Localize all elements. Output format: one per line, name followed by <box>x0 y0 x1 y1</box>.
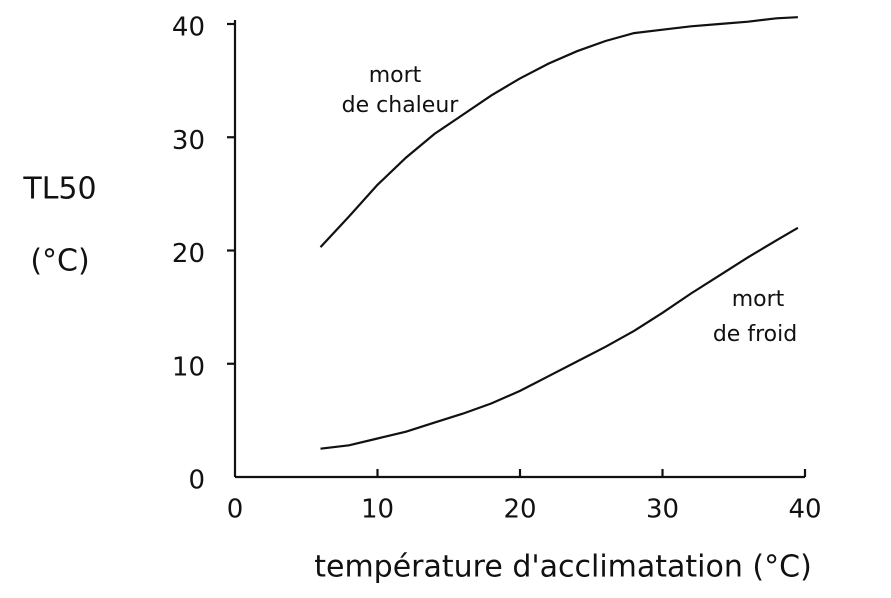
y-tick-label: 0 <box>188 466 205 496</box>
x-tick-label: 10 <box>361 495 394 525</box>
x-tick-label: 30 <box>646 495 679 525</box>
y-tick-label: 40 <box>172 13 205 43</box>
annotation: de chaleur <box>342 93 460 118</box>
line <box>319 16 798 248</box>
y-tick-label: 10 <box>172 352 205 382</box>
x-tick-label: 0 <box>227 495 244 525</box>
annotation: mort <box>732 287 785 312</box>
annotation: mort <box>369 63 422 88</box>
x-tick-label: 40 <box>788 495 821 525</box>
x-axis-label: température d'acclimatation (°C) <box>314 550 812 585</box>
y-axis-label: TL50 <box>22 172 96 207</box>
line <box>320 226 799 450</box>
annotation: de froid <box>713 322 797 347</box>
y-tick-label: 30 <box>172 126 205 156</box>
x-tick-label: 20 <box>503 495 536 525</box>
y-axis-label: (°C) <box>30 244 89 279</box>
y-tick-label: 20 <box>172 239 205 269</box>
